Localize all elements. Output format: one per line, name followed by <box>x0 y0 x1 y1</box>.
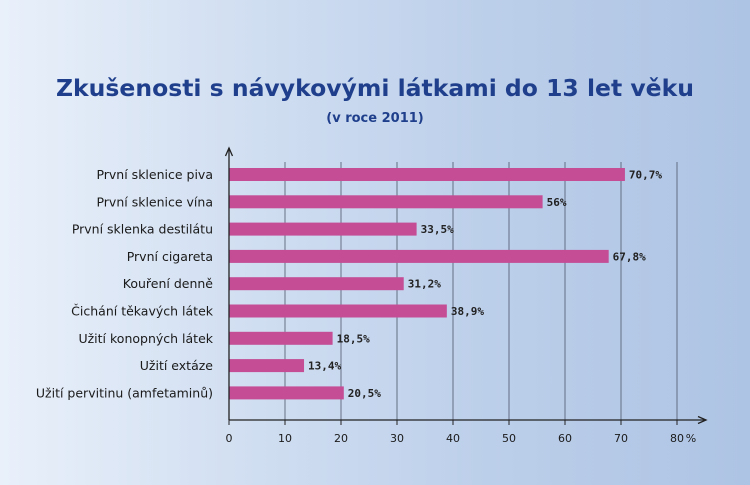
x-tick-label: 30 <box>390 432 404 445</box>
bar-value-label: 13,4% <box>308 360 341 373</box>
bar-value-label: 33,5% <box>421 223 454 236</box>
x-unit-label: % <box>686 432 696 445</box>
bar <box>229 331 333 345</box>
x-tick-label: 40 <box>446 432 460 445</box>
bar <box>229 249 609 263</box>
category-label: Kouření denně <box>123 276 214 291</box>
category-label: První sklenice vína <box>96 194 213 209</box>
category-label: Užití extáze <box>140 358 214 373</box>
bar-value-label: 18,5% <box>337 332 370 345</box>
bar <box>229 195 543 209</box>
chart-title: Zkušenosti s návykovými látkami do 13 le… <box>56 74 694 102</box>
x-tick-label: 50 <box>502 432 516 445</box>
chart-subtitle: (v roce 2011) <box>326 111 423 126</box>
category-label: První sklenka destilátu <box>72 222 213 237</box>
category-label: První sklenice piva <box>96 167 213 182</box>
x-tick-label: 60 <box>558 432 572 445</box>
labels: 70,7% První sklenice piva 56% První sklenic… <box>36 167 696 445</box>
category-label: První cigareta <box>127 249 213 264</box>
x-tick-label: 0 <box>226 432 233 445</box>
x-tick-label: 70 <box>614 432 628 445</box>
bars <box>229 168 625 400</box>
y-axis-arrow <box>224 146 234 157</box>
bar <box>229 304 447 318</box>
category-label: Čichání těkavých látek <box>71 304 214 319</box>
axes <box>224 146 708 425</box>
bar-value-label: 38,9% <box>451 305 484 318</box>
x-tick-label: 80 <box>670 432 684 445</box>
bar <box>229 359 305 373</box>
bar-value-label: 70,7% <box>629 169 662 182</box>
bar-value-label: 20,5% <box>348 387 381 400</box>
bar <box>229 222 417 236</box>
bar <box>229 277 404 291</box>
x-axis-arrow <box>697 415 708 425</box>
x-tick-label: 10 <box>278 432 292 445</box>
category-label: Užití pervitinu (amfetaminů) <box>36 385 213 400</box>
bar-value-label: 67,8% <box>613 250 646 263</box>
category-label: Užití konopných látek <box>78 331 213 346</box>
bar-value-label: 31,2% <box>408 278 441 291</box>
bar <box>229 168 625 181</box>
bar <box>229 386 344 400</box>
x-tick-label: 20 <box>334 432 348 445</box>
bar-value-label: 56% <box>547 196 567 209</box>
